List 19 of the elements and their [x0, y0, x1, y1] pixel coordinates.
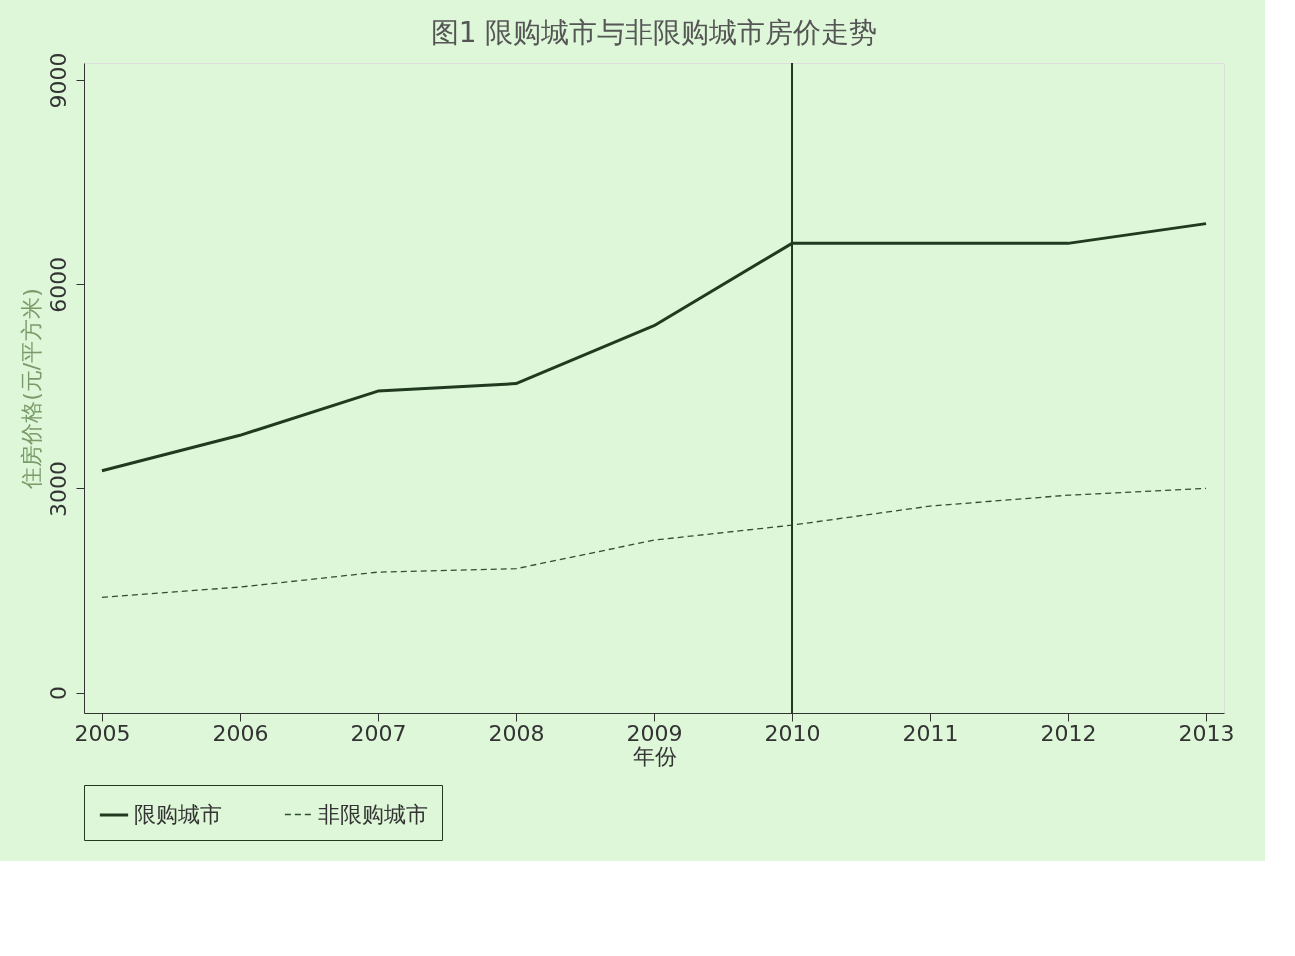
y-tick-label: 9000: [45, 52, 71, 109]
y-tick-label: 6000: [45, 256, 71, 313]
x-tick-label: 2009: [626, 720, 683, 746]
y-tick-label: 3000: [45, 460, 71, 517]
x-tick-label: 2010: [764, 720, 821, 746]
legend-label: 限购城市: [134, 802, 222, 827]
x-tick-label: 2007: [350, 720, 407, 746]
chart-title: 图1 限购城市与非限购城市房价走势: [430, 16, 878, 50]
x-tick-label: 2005: [74, 720, 131, 746]
x-tick-label: 2012: [1040, 720, 1097, 746]
x-axis-title: 年份: [632, 743, 677, 769]
x-tick-label: 2011: [902, 720, 959, 746]
line-series: [101, 487, 1207, 598]
x-tick-label: 2008: [488, 720, 545, 746]
legend-label: 非限购城市: [318, 801, 428, 827]
x-tick-label: 2006: [212, 720, 269, 746]
y-tick-label: 0: [45, 686, 71, 701]
y-axis-title: 住房价格(元/平方米): [18, 288, 44, 490]
x-tick-label: 2013: [1178, 720, 1235, 746]
